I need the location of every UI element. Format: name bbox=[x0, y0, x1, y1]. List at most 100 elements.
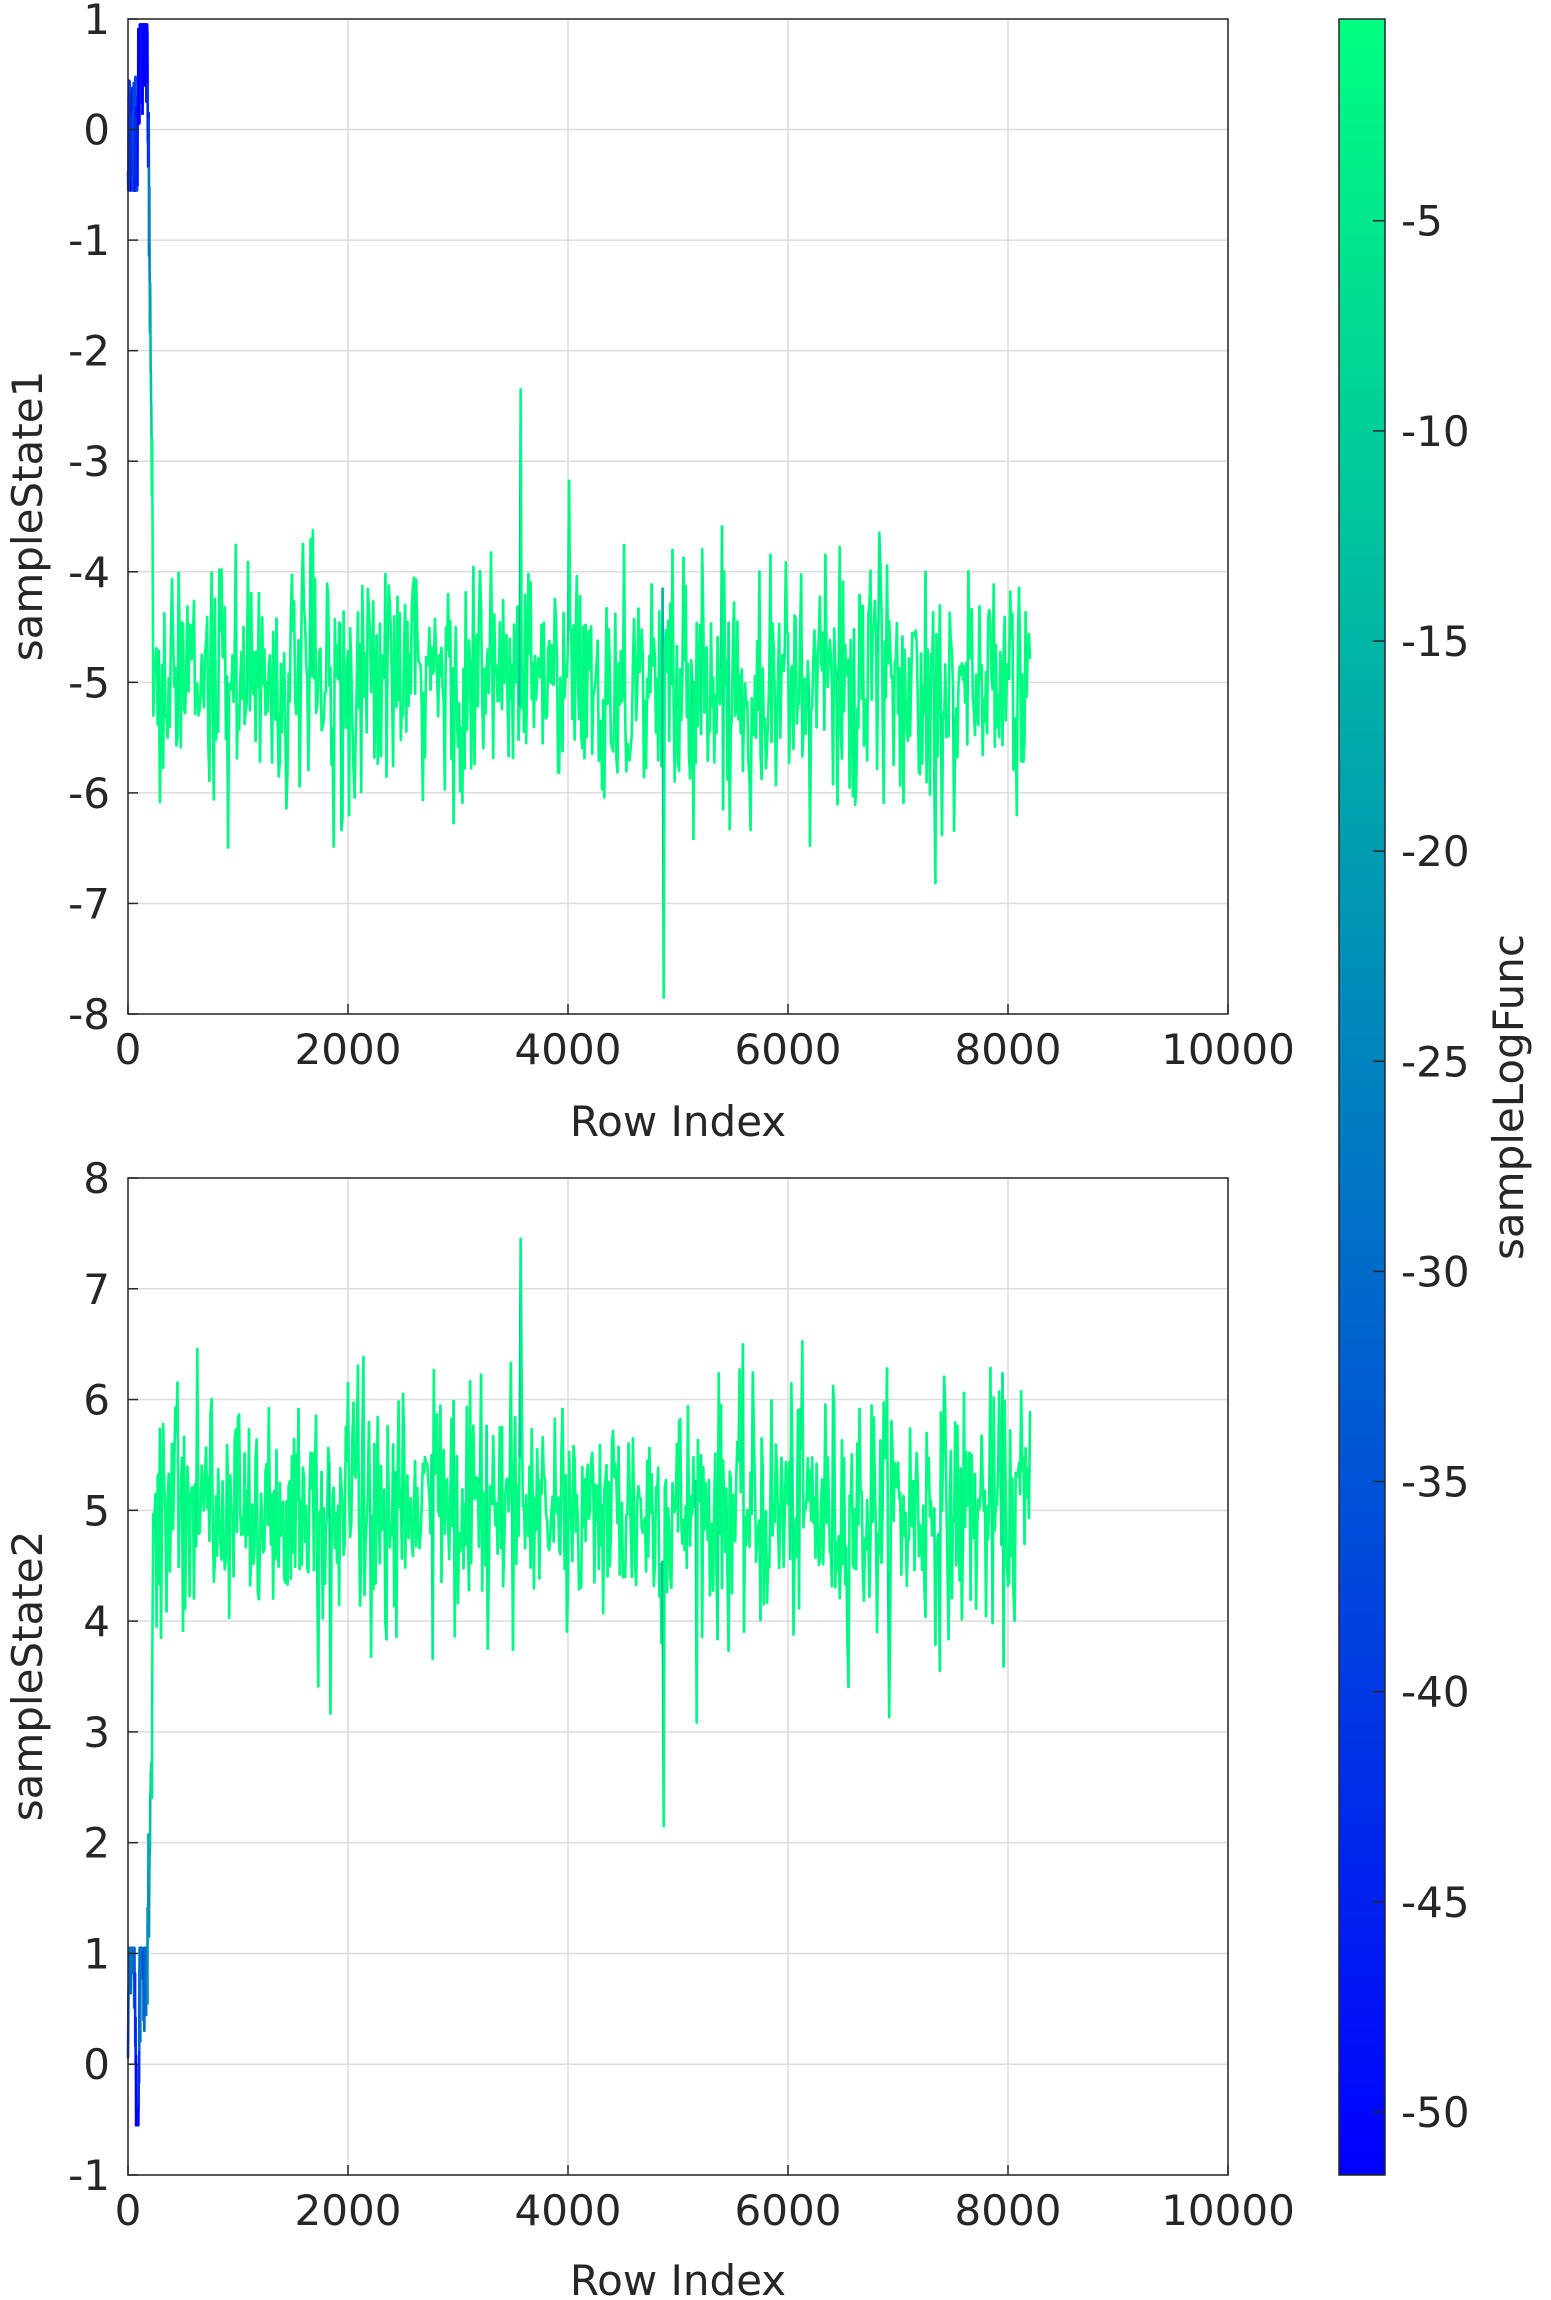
trace-segment bbox=[602, 1478, 607, 1492]
trace-segment bbox=[880, 608, 884, 709]
y-tick-label: -4 bbox=[68, 548, 110, 597]
trace-segment bbox=[359, 1449, 364, 1566]
trace-segment bbox=[565, 1583, 570, 1633]
trace-segment bbox=[847, 1494, 851, 1688]
trace-segment bbox=[622, 543, 627, 720]
trace-segment bbox=[640, 628, 645, 658]
trace-segment bbox=[752, 1434, 757, 1489]
trace-segment bbox=[949, 638, 954, 653]
trace-segment bbox=[915, 1451, 920, 1487]
trace-segment bbox=[379, 653, 384, 758]
trace-segment bbox=[607, 627, 612, 669]
trace-segment bbox=[257, 1541, 262, 1601]
trace-segment bbox=[782, 1514, 787, 1568]
trace-segment bbox=[689, 658, 694, 681]
colorbar-ticks: -5 -10 -15 -20 -25 -30 -35 -40 -45 -50 bbox=[1373, 197, 1470, 2137]
trace-segment bbox=[183, 662, 188, 715]
plot-frame-1 bbox=[127, 18, 1229, 1015]
trace-segment bbox=[792, 614, 796, 751]
trace-segment bbox=[237, 1413, 242, 1515]
trace-segment bbox=[380, 1505, 385, 1532]
trace-segment bbox=[259, 1492, 264, 1524]
trace-segment bbox=[751, 1371, 756, 1437]
trace-segment bbox=[686, 662, 691, 757]
trace-segment bbox=[330, 1494, 334, 1547]
y-tick-label: -3 bbox=[68, 437, 110, 486]
trace-segment bbox=[205, 615, 210, 744]
trace-segment bbox=[609, 1440, 614, 1535]
y-tick-label: -1 bbox=[68, 216, 110, 265]
trace-segment bbox=[434, 646, 439, 675]
colorbar-tick-label: -10 bbox=[1401, 407, 1470, 456]
trace-segment bbox=[572, 1444, 576, 1462]
plot-area-1 bbox=[128, 19, 1228, 1014]
trace-segment bbox=[440, 1459, 444, 1584]
trace-segment bbox=[885, 1367, 890, 1575]
trace-segment bbox=[978, 1493, 982, 1510]
trace-segment bbox=[279, 1505, 284, 1537]
trace-segment bbox=[965, 1478, 970, 1507]
trace-segment bbox=[850, 1453, 855, 1565]
trace-segment bbox=[395, 1479, 399, 1639]
trace-segment bbox=[496, 1506, 501, 1555]
trace-segment bbox=[970, 1453, 975, 1512]
trace-segment bbox=[255, 1438, 260, 1593]
y-tick-label: -2 bbox=[68, 327, 110, 376]
trace-segment bbox=[299, 593, 304, 699]
trace-segment bbox=[477, 1480, 482, 1548]
trace-segment bbox=[868, 1536, 872, 1598]
trace-segment bbox=[887, 619, 892, 652]
trace-segment bbox=[575, 1493, 580, 1525]
trace-segment bbox=[676, 1420, 681, 1533]
trace-segment bbox=[873, 1483, 878, 1536]
trace-segment bbox=[947, 1500, 952, 1641]
trace-segment bbox=[575, 574, 580, 680]
trace-segment bbox=[242, 625, 246, 726]
trace-segment bbox=[926, 648, 931, 719]
trace-segment bbox=[159, 1494, 164, 1639]
trace-segment bbox=[348, 626, 353, 671]
trace-segment bbox=[913, 1482, 917, 1572]
colorbar-tick-label: -25 bbox=[1401, 1037, 1470, 1086]
y-tick-label: 1 bbox=[83, 0, 110, 44]
trace-segment bbox=[469, 1449, 474, 1565]
trace-segment bbox=[312, 1456, 317, 1572]
trace-segment bbox=[968, 631, 972, 660]
trace-segment bbox=[480, 1491, 485, 1592]
trace-segment bbox=[453, 1508, 458, 1638]
trace-segment bbox=[558, 1451, 563, 1556]
trace-segment bbox=[443, 626, 448, 791]
trace-segment bbox=[519, 1237, 524, 1404]
trace-segment bbox=[993, 1501, 998, 1532]
colorbar-tick-label: -15 bbox=[1401, 617, 1470, 666]
y-tick-label: 1 bbox=[83, 1929, 110, 1978]
trace-segment bbox=[632, 617, 637, 661]
trace-segment bbox=[348, 1521, 353, 1539]
trace-segment bbox=[956, 1424, 960, 1522]
trace-segment bbox=[942, 1375, 947, 1413]
trace-segment bbox=[730, 633, 735, 718]
trace-segment bbox=[363, 1541, 367, 1597]
trace-segment bbox=[778, 670, 783, 740]
trace-segment bbox=[792, 1552, 796, 1636]
trace-segment bbox=[908, 678, 913, 738]
trace-segment bbox=[445, 1478, 450, 1525]
y-tick-label: 8 bbox=[83, 1154, 110, 1203]
trace-segment bbox=[248, 1554, 253, 1587]
trace-segment bbox=[703, 654, 707, 714]
trace-segment bbox=[440, 646, 444, 689]
trace-segment bbox=[338, 1466, 343, 1488]
y-axis-label-2: sampleState2 bbox=[3, 1531, 52, 1822]
trace-segment bbox=[634, 689, 639, 722]
trace-segment bbox=[281, 1500, 286, 1580]
trace-segment bbox=[995, 1471, 1000, 1506]
trace-segment bbox=[865, 612, 870, 762]
trace-segment bbox=[826, 659, 831, 689]
trace-segment bbox=[163, 1483, 167, 1517]
trace-segment bbox=[637, 1485, 641, 1500]
trace-segment bbox=[536, 657, 541, 677]
x-tick-label: 6000 bbox=[735, 1025, 842, 1074]
trace-segment bbox=[319, 647, 323, 732]
trace-segment bbox=[530, 1427, 535, 1505]
plot-area-2 bbox=[128, 1178, 1228, 2175]
